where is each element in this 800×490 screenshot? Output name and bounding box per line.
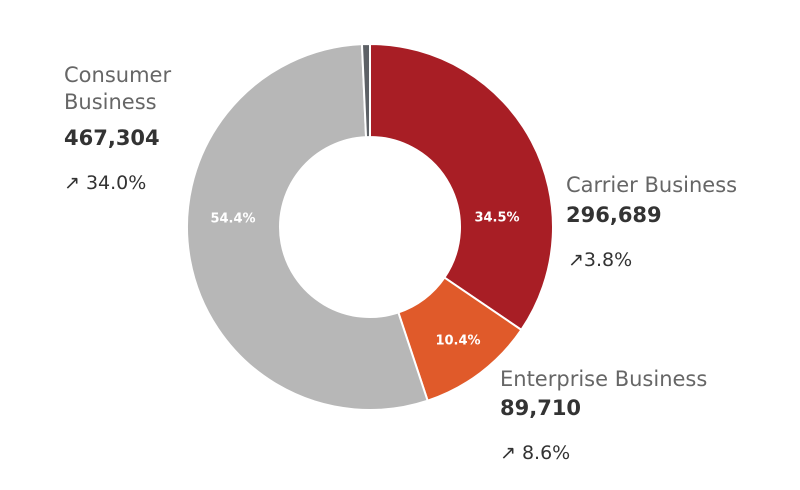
- consumer-label: Consumer Business: [64, 62, 171, 116]
- slice-consumer-business: [186, 43, 429, 411]
- enterprise-label: Enterprise Business: [500, 367, 708, 391]
- carrier-label: Carrier Business: [566, 173, 738, 197]
- carrier-percent-label: 34.5%: [474, 210, 520, 226]
- arrow-up-right-icon: ↗: [500, 442, 516, 464]
- consumer-label-line1: Consumer: [64, 63, 172, 87]
- arrow-up-right-icon: ↗: [568, 249, 584, 271]
- arrow-up-right-icon: ↗: [64, 172, 80, 194]
- enterprise-change: ↗ 8.6%: [500, 442, 571, 464]
- carrier-value: 296,689: [566, 203, 662, 227]
- carrier-change: ↗3.8%: [568, 249, 633, 271]
- enterprise-percent-label: 10.4%: [435, 333, 481, 349]
- consumer-percent-label: 54.4%: [210, 211, 256, 227]
- consumer-change: ↗ 34.0%: [64, 172, 147, 194]
- consumer-value: 467,304: [64, 126, 160, 150]
- enterprise-value: 89,710: [500, 396, 582, 420]
- slice-other: [360, 42, 371, 139]
- slice-carrier-business: [369, 42, 554, 332]
- consumer-label-line2: Business: [64, 90, 157, 114]
